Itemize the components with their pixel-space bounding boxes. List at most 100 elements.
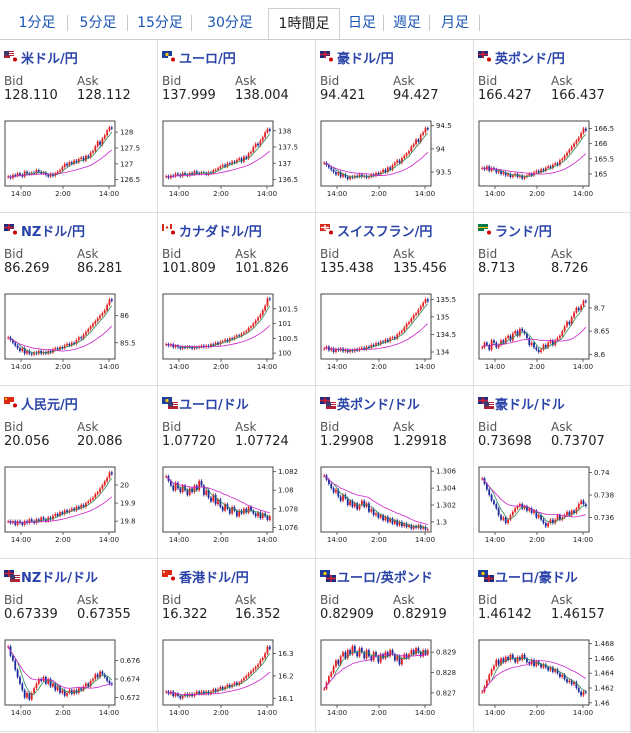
rate-tile[interactable]: ランド/円 Bid Ask 8.713 8.726 8.6 8.65 8.7 14:00 2:00… (474, 213, 631, 386)
pair-header[interactable]: NZドル/ドル (4, 566, 98, 586)
pair-name-link[interactable]: カナダドル/円 (179, 225, 262, 240)
pair-header[interactable]: カナダドル/円 (162, 220, 262, 240)
pair-header[interactable]: 豪ドル/ドル (478, 393, 565, 413)
candle-down (419, 652, 422, 657)
pair-header[interactable]: ランド/円 (478, 220, 552, 240)
candle-up (56, 171, 59, 174)
ask-label: Ask (551, 593, 573, 607)
mini-candlestick-chart[interactable]: 0.736 0.738 0.74 14:00 2:00 14:00 (477, 462, 630, 551)
rate-tile[interactable]: スイスフラン/円 Bid Ask 135.438 135.456 134 134.5 135 1… (316, 213, 474, 386)
tab-5[interactable]: 1時間足 (268, 8, 340, 39)
x-tick-label: 14:00 (169, 363, 189, 371)
pair-header[interactable]: NZドル/円 (4, 220, 85, 240)
mini-candlestick-chart[interactable]: 1.3 1.302 1.304 1.306 14:00 2:00 14:00 (319, 462, 472, 551)
pair-name-link[interactable]: ランド/円 (495, 225, 552, 240)
pair-name-link[interactable]: 豪ドル/ドル (495, 398, 565, 413)
candle-up (7, 521, 10, 523)
tab-1[interactable]: 1分足 (6, 12, 68, 34)
candle-up (26, 692, 28, 698)
pair-name-link[interactable]: ユーロ/英ポンド (337, 571, 433, 586)
tab-4[interactable]: 30分足 (192, 12, 268, 34)
mini-candlestick-chart[interactable]: 1.076 1.078 1.08 1.082 14:00 2:00 14:00 (161, 462, 314, 551)
candle-up (245, 675, 248, 679)
pair-name-link[interactable]: NZドル/円 (21, 225, 86, 240)
pair-name-link[interactable]: 香港ドル/円 (179, 571, 249, 586)
rate-tile[interactable]: ユーロ/ドル Bid Ask 1.07720 1.07724 1.076 1.078 1.08… (158, 386, 316, 559)
rate-tile[interactable]: NZドル/円 Bid Ask 86.269 86.281 85.5 86 14:00 2:00 1… (0, 213, 158, 386)
pair-header[interactable]: 人民元/円 (4, 393, 78, 413)
candle-up (490, 167, 493, 171)
mini-candlestick-chart[interactable]: 1.46 1.462 1.464 1.466 1.468 14:00 2:00 14:00 (477, 635, 630, 724)
pair-header[interactable]: 米ドル/円 (4, 47, 78, 67)
plot-frame (478, 639, 590, 706)
mini-candlestick-chart[interactable]: 0.827 0.828 0.829 14:00 2:00 14:00 (319, 635, 472, 724)
candle-up (575, 307, 578, 313)
pair-header[interactable]: ユーロ/豪ドル (478, 566, 578, 586)
mini-candlestick-chart[interactable]: 93.5 94 94.5 14:00 2:00 14:00 (319, 116, 472, 205)
tab-8[interactable]: 月足 (430, 12, 480, 34)
mini-candlestick-chart[interactable]: 85.5 86 14:00 2:00 14:00 (3, 289, 156, 378)
candle-up (259, 660, 262, 665)
rate-tile[interactable]: ユーロ/円 Bid Ask 137.999 138.004 136.5 137 137.5 13… (158, 40, 316, 213)
pair-name-link[interactable]: 人民元/円 (21, 398, 78, 413)
mini-candlestick-chart[interactable]: 0.672 0.674 0.676 14:00 2:00 14:00 (3, 635, 156, 724)
candle-down (490, 495, 493, 501)
pair-name-link[interactable]: 英ポンド/ドル (337, 398, 420, 413)
rate-tile[interactable]: 香港ドル/円 Bid Ask 16.322 16.352 16.1 16.2 16.3 14:0… (158, 559, 316, 732)
pair-name-link[interactable]: スイスフラン/円 (337, 225, 433, 240)
mini-candlestick-chart[interactable]: 19.8 19.9 20 14:00 2:00 14:00 (3, 462, 156, 551)
pair-header[interactable]: 英ポンド/円 (478, 47, 565, 67)
candle-up (358, 648, 361, 657)
rate-tile[interactable]: 米ドル/円 Bid Ask 128.110 128.112 126.5 127 127.5 12… (0, 40, 158, 213)
tab-7[interactable]: 週足 (384, 12, 430, 34)
x-tick-label: 2:00 (55, 536, 71, 544)
pair-header[interactable]: 豪ドル/円 (320, 47, 394, 67)
pair-header[interactable]: 香港ドル/円 (162, 566, 249, 586)
candle-down (179, 696, 182, 699)
pair-header[interactable]: スイスフラン/円 (320, 220, 432, 240)
candle-down (566, 679, 568, 683)
pair-name-link[interactable]: ユーロ/ドル (179, 398, 249, 413)
rate-tile[interactable]: ユーロ/英ポンド Bid Ask 0.82909 0.82919 0.827 0.828 0.… (316, 559, 474, 732)
candle-down (172, 344, 175, 348)
candle-up (323, 348, 326, 350)
rate-tile[interactable]: カナダドル/円 Bid Ask 101.809 101.826 100 100.5 101 10… (158, 213, 316, 386)
rate-tile[interactable]: 豪ドル/円 Bid Ask 94.421 94.427 93.5 94 94.5 14:00 2:… (316, 40, 474, 213)
candle-up (174, 693, 177, 697)
rate-tile[interactable]: NZドル/ドル Bid Ask 0.67339 0.67355 0.672 0.674 0.6… (0, 559, 158, 732)
mini-candlestick-chart[interactable]: 165 165.5 166 166.5 14:00 2:00 14:00 (477, 116, 630, 205)
pair-header[interactable]: ユーロ/円 (162, 47, 236, 67)
mini-candlestick-chart[interactable]: 136.5 137 137.5 138 14:00 2:00 14:00 (161, 116, 314, 205)
tab-2[interactable]: 5分足 (68, 12, 128, 34)
tab-6[interactable]: 日足 (340, 12, 384, 34)
candle-down (500, 170, 502, 174)
pair-name-link[interactable]: 英ポンド/円 (495, 52, 565, 67)
mini-candlestick-chart[interactable]: 100 100.5 101 101.5 14:00 2:00 14:00 (161, 289, 314, 378)
pair-name-link[interactable]: ユーロ/円 (179, 52, 236, 67)
rate-tile[interactable]: 人民元/円 Bid Ask 20.056 20.086 19.8 19.9 20 14:00 2:… (0, 386, 158, 559)
mini-candlestick-chart[interactable]: 126.5 127 127.5 128 14:00 2:00 14:00 (3, 116, 156, 205)
candle-up (221, 341, 224, 343)
candle-down (398, 160, 401, 163)
bid-label: Bid (162, 247, 182, 261)
candle-up (252, 323, 255, 327)
x-tick-label: 14:00 (257, 709, 277, 717)
tab-3[interactable]: 15分足 (128, 12, 192, 34)
candle-up (339, 656, 342, 665)
pair-name-link[interactable]: 豪ドル/円 (337, 52, 394, 67)
pair-name-link[interactable]: 米ドル/円 (21, 52, 78, 67)
pair-name-link[interactable]: NZドル/ドル (21, 571, 99, 586)
rate-tile[interactable]: 英ポンド/ドル Bid Ask 1.29908 1.29918 1.3 1.302 1.304… (316, 386, 474, 559)
rate-tile[interactable]: 英ポンド/円 Bid Ask 166.427 166.437 165 165.5 166 166… (474, 40, 631, 213)
candle-up (254, 320, 257, 324)
mini-candlestick-chart[interactable]: 8.6 8.65 8.7 14:00 2:00 14:00 (477, 289, 630, 378)
candle-up (52, 349, 54, 353)
rate-tile[interactable]: 豪ドル/ドル Bid Ask 0.73698 0.73707 0.736 0.738 0.74… (474, 386, 631, 559)
mini-candlestick-chart[interactable]: 134 134.5 135 135.5 14:00 2:00 14:00 (319, 289, 472, 378)
rate-tile[interactable]: ユーロ/豪ドル Bid Ask 1.46142 1.46157 1.46 1.462 1.46… (474, 559, 631, 732)
mini-candlestick-chart[interactable]: 16.1 16.2 16.3 14:00 2:00 14:00 (161, 635, 314, 724)
pair-header[interactable]: ユーロ/ドル (162, 393, 249, 413)
pair-header[interactable]: 英ポンド/ドル (320, 393, 420, 413)
pair-name-link[interactable]: ユーロ/豪ドル (495, 571, 578, 586)
pair-header[interactable]: ユーロ/英ポンド (320, 566, 433, 586)
